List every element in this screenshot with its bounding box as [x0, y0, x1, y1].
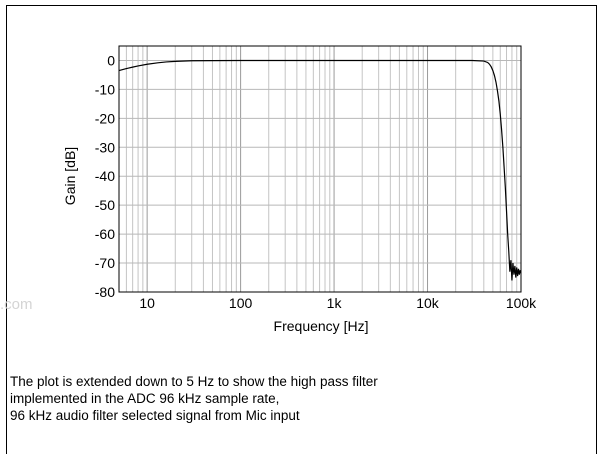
y-tick-label: -30: [95, 139, 115, 155]
watermark-text: .com: [0, 296, 33, 313]
y-tick-label: -60: [95, 226, 115, 242]
chart-frame: [6, 5, 597, 454]
y-tick-label: -20: [95, 110, 115, 126]
caption-line-1: The plot is extended down to 5 Hz to sho…: [10, 374, 378, 389]
y-axis-label: Gain [dB]: [62, 147, 78, 205]
x-tick-label: 100k: [506, 295, 537, 311]
gain-frequency-chart: 0 -10 -20 -30 -40 -50 -60 -70 -80 10 100 1k 10k 100k…: [62, 45, 537, 334]
x-axis-ticks: 10 100 1k 10k 100k: [139, 295, 537, 311]
x-tick-label: 1k: [327, 295, 343, 311]
y-tick-label: -80: [95, 284, 115, 300]
y-tick-label: -50: [95, 197, 115, 213]
y-axis-ticks: 0 -10 -20 -30 -40 -50 -60 -70 -80: [95, 52, 115, 300]
x-tick-label: 100: [229, 295, 253, 311]
grid: [118, 46, 522, 293]
caption-line-2: implemented in the ADC 96 kHz sample rat…: [10, 391, 280, 406]
plot-area: [118, 45, 522, 293]
y-tick-label: -40: [95, 168, 115, 184]
x-tick-label: 10: [139, 295, 155, 311]
series-line-gain: [118, 59, 522, 281]
y-tick-label: -70: [95, 255, 115, 271]
x-axis-label: Frequency [Hz]: [274, 318, 369, 334]
y-tick-label: -10: [95, 81, 115, 97]
caption: The plot is extended down to 5 Hz to sho…: [10, 373, 590, 424]
y-tick-label: 0: [107, 52, 115, 68]
x-tick-label: 10k: [416, 295, 440, 311]
caption-line-3: 96 kHz audio filter selected signal from…: [10, 408, 300, 423]
